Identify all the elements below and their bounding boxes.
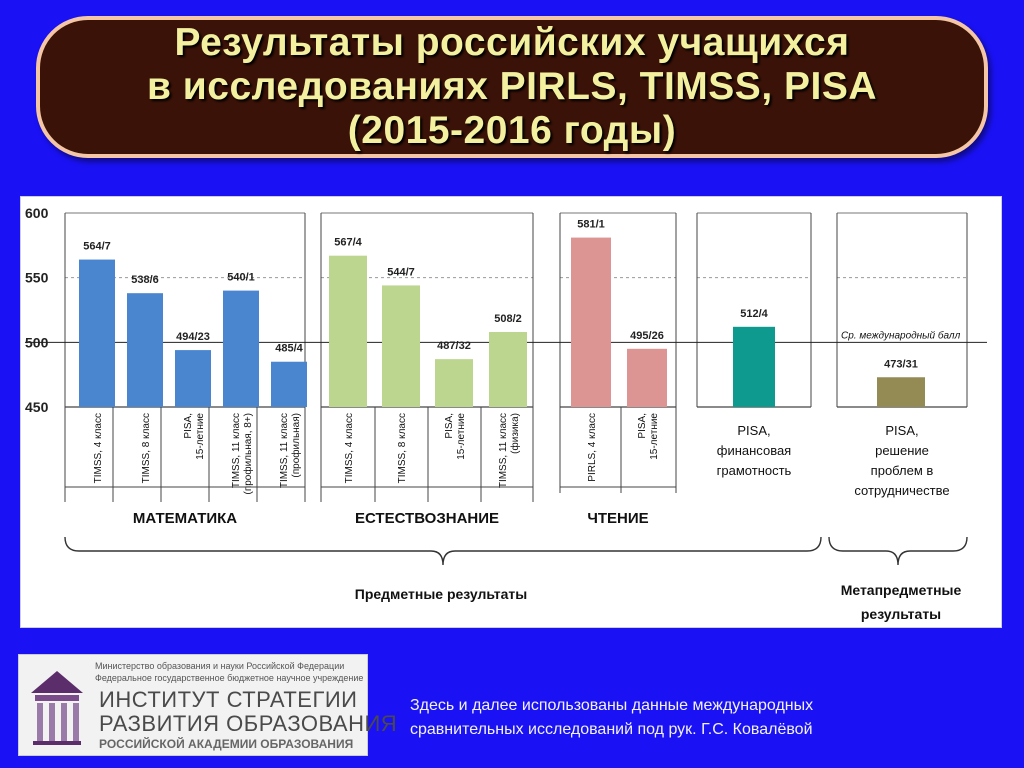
category-label: PISA, xyxy=(737,423,770,438)
bar xyxy=(571,237,611,407)
meta-results-label-1: Метапредметные xyxy=(841,582,962,598)
bar-value-label: 540/1 xyxy=(227,272,255,284)
title-line-2: в исследованиях PIRLS, TIMSS, PISA xyxy=(146,65,878,108)
bar xyxy=(329,255,367,407)
logo-name-line-1: ИНСТИТУТ СТРАТЕГИИ xyxy=(99,687,358,712)
title-line-3: (2015-2016 годы) xyxy=(347,109,677,152)
category-label: PISA, xyxy=(885,423,918,438)
bar xyxy=(733,326,775,407)
bar-value-label: 487/32 xyxy=(437,340,471,352)
source-footnote: Здесь и далее использованы данные междун… xyxy=(410,694,1010,742)
category-label: финансовая xyxy=(717,443,791,458)
title-banner: Результаты российских учащихся в исследо… xyxy=(36,16,988,158)
category-label: проблем в xyxy=(871,463,934,478)
category-label: (профильная, 8+) xyxy=(242,413,254,495)
bar-value-label: 485/4 xyxy=(275,343,303,355)
bar xyxy=(877,377,925,407)
bar xyxy=(223,290,259,407)
bar-value-label: 567/4 xyxy=(334,237,362,249)
category-label: (физика) xyxy=(509,413,521,454)
category-label: (профильная) xyxy=(290,413,302,478)
category-label: PIRLS, 4 класс xyxy=(587,413,598,482)
bar xyxy=(79,259,115,407)
meta-results-brace xyxy=(828,536,968,566)
bar-value-label: 473/31 xyxy=(884,358,918,370)
bar-value-label: 494/23 xyxy=(176,331,210,343)
footnote-line-2: сравнительных исследований под рук. Г.С.… xyxy=(410,721,813,738)
category-label: PISA, xyxy=(444,413,455,439)
bar-value-label: 564/7 xyxy=(83,241,111,253)
bar-value-label: 544/7 xyxy=(387,266,415,278)
logo-academy-text: РОССИЙСКОЙ АКАДЕМИИ ОБРАЗОВАНИЯ xyxy=(99,737,354,751)
meta-results-label-2: результаты xyxy=(861,606,941,622)
category-label: 15-летние xyxy=(456,413,467,460)
institute-logo: Министерство образования и науки Российс… xyxy=(18,654,397,756)
bar xyxy=(127,293,163,407)
group-label: МАТЕМАТИКА xyxy=(133,510,237,527)
category-label: 15-летние xyxy=(649,413,660,460)
bar xyxy=(175,350,211,407)
category-label: решение xyxy=(875,443,929,458)
bar xyxy=(627,348,667,407)
logo-ministry-text: Министерство образования и науки Российс… xyxy=(95,661,345,671)
bar-value-label: 495/26 xyxy=(630,330,664,342)
bar-value-label: 581/1 xyxy=(577,219,605,231)
subject-results-brace xyxy=(64,536,822,566)
y-tick-label: 600 xyxy=(25,205,49,221)
footnote-line-1: Здесь и далее использованы данные междун… xyxy=(410,697,814,714)
building-logo-icon xyxy=(31,671,83,745)
chart-panel: 450 500 550 600 Ср. международный балл 564/7 T… xyxy=(20,196,1002,628)
category-label: TIMSS, 4 класс xyxy=(93,413,104,483)
bar-value-label: 538/6 xyxy=(131,274,159,286)
bar-value-label: 512/4 xyxy=(740,308,768,320)
bar xyxy=(271,361,307,407)
category-label: сотрудничестве xyxy=(854,483,949,498)
group-label: ЧТЕНИЕ xyxy=(587,510,648,527)
category-label: TIMSS, 8 класс xyxy=(141,413,152,483)
logo-institution-text: Федеральное государственное бюджетное на… xyxy=(95,673,364,683)
category-label: TIMSS, 11 класс xyxy=(498,413,509,488)
reference-line-label: Ср. международный балл xyxy=(841,329,961,341)
category-label: TIMSS, 4 класс xyxy=(344,413,355,483)
y-tick-label: 550 xyxy=(25,270,49,286)
category-label: TIMSS, 11 класс xyxy=(231,413,242,488)
category-label: TIMSS, 8 класс xyxy=(397,413,408,483)
group-label: ЕСТЕСТВОЗНАНИЕ xyxy=(355,510,499,527)
bar xyxy=(435,359,473,407)
y-tick-label: 450 xyxy=(25,399,49,415)
bar xyxy=(382,285,420,407)
category-label: 15-летние xyxy=(195,413,206,460)
logo-name-line-2: РАЗВИТИЯ ОБРАЗОВАНИЯ xyxy=(99,711,398,736)
category-label: TIMSS, 11 класс xyxy=(279,413,290,488)
subject-results-label: Предметные результаты xyxy=(355,586,527,602)
category-label: PISA, xyxy=(637,413,648,439)
bar-value-label: 508/2 xyxy=(494,313,522,325)
category-label: грамотность xyxy=(717,463,792,478)
bar xyxy=(489,331,527,407)
title-line-1: Результаты российских учащихся xyxy=(174,21,850,64)
category-label: PISA, xyxy=(183,413,194,439)
